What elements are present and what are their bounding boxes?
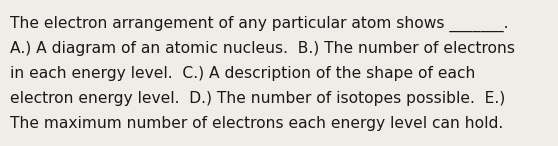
Text: A.) A diagram of an atomic nucleus.  B.) The number of electrons: A.) A diagram of an atomic nucleus. B.) … [10,41,515,56]
Text: The electron arrangement of any particular atom shows _______.: The electron arrangement of any particul… [10,16,508,32]
Text: in each energy level.  C.) A description of the shape of each: in each energy level. C.) A description … [10,66,475,81]
Text: The maximum number of electrons each energy level can hold.: The maximum number of electrons each ene… [10,116,503,131]
Text: electron energy level.  D.) The number of isotopes possible.  E.): electron energy level. D.) The number of… [10,91,505,106]
